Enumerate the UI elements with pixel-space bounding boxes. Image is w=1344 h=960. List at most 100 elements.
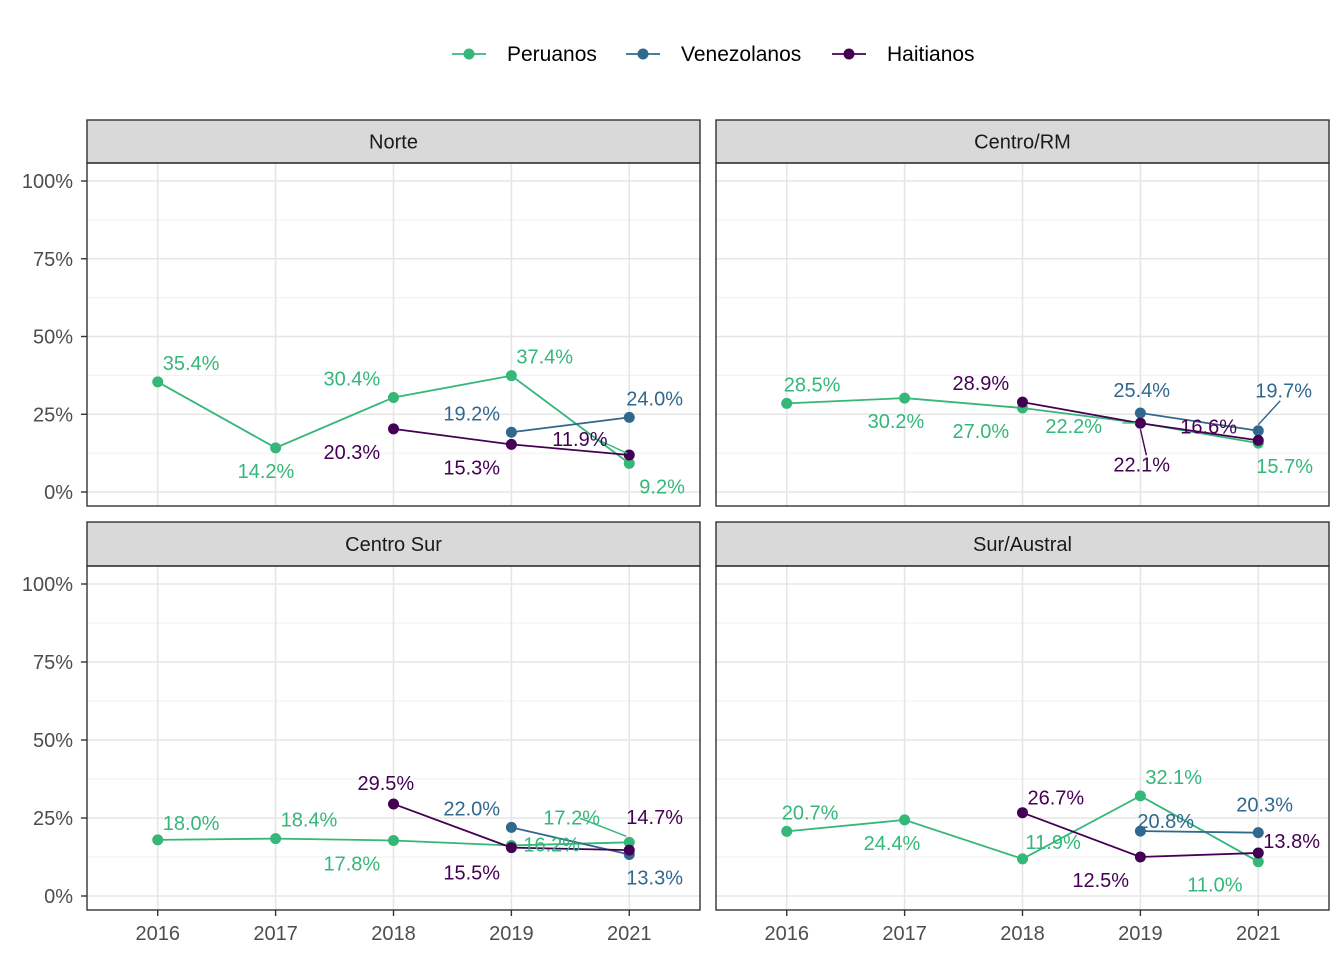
legend-key-point [843,48,855,60]
data-point [781,397,793,409]
y-tick-label: 25% [33,404,73,426]
panel-centro-sur: Centro Sur 18.0% 18.4% 17.8% 16.2% 17.2% 22.0%… [22,521,701,945]
series-haitianos [388,423,635,461]
data-point [623,844,635,856]
data-label: 22.1% [1113,454,1170,476]
data-label: 18.4% [281,810,338,832]
facet-title: Centro Sur [345,534,442,556]
data-label: 28.5% [784,374,841,396]
data-label: 30.4% [324,368,381,390]
facet-title: Centro/RM [974,132,1071,154]
x-tick-label: 2021 [607,923,652,945]
data-point [1134,851,1146,863]
data-point [899,814,911,826]
series-peruanos [152,833,635,851]
data-point [1252,847,1264,859]
data-point [505,821,517,833]
panel-centro-rm: Centro/RM 28.5% 30.2% 27.0% 22.2% 15.7% 25.4% 1… [715,119,1330,507]
data-point [1134,790,1146,802]
x-tick-label: 2016 [764,923,809,945]
data-label: 20.3% [1236,795,1293,817]
data-point [1134,417,1146,429]
legend-label: Haitianos [887,43,975,66]
data-label: 19.2% [443,403,500,425]
x-tick-label: 2017 [882,923,927,945]
data-label: 29.5% [358,773,415,795]
data-point [623,836,635,848]
data-point [1252,434,1264,446]
data-label: 30.2% [868,411,925,433]
data-label: 25.4% [1113,380,1170,402]
panel-sur-austral: Sur/Austral 20.7% 24.4% 11.9% 32.1% 11.0% 20.8… [715,521,1330,945]
data-point [623,449,635,461]
y-tick-label: 100% [22,171,73,193]
data-point [505,438,517,450]
facet-strip [86,521,701,567]
x-tick-label: 2019 [1118,923,1163,945]
facet-title: Sur/Austral [973,534,1072,556]
data-point [899,392,911,404]
data-label: 20.7% [782,802,839,824]
data-point [388,798,399,810]
data-point [1134,407,1146,419]
data-label: 11.9% [552,429,607,451]
facet-strip [715,521,1330,567]
y-tick-label: 0% [44,482,73,504]
data-label: 18.0% [163,813,220,835]
data-point [505,426,517,438]
series-line [1140,830,1259,834]
data-point [1017,853,1028,865]
y-tick-label: 0% [44,886,73,908]
data-label: 15.3% [443,457,500,479]
data-label: 15.5% [443,863,500,885]
data-label: 13.8% [1263,831,1320,853]
data-point [623,411,635,423]
x-tick-label: 2016 [135,923,180,945]
data-label: 24.4% [864,833,921,855]
facet-title: Norte [369,132,418,154]
panel-border [86,162,701,507]
y-tick-label: 50% [33,730,73,752]
y-tick-label: 75% [33,249,73,271]
label-leader [580,817,627,837]
data-point [388,391,399,403]
data-label: 20.8% [1137,811,1194,833]
series-peruanos [152,370,635,469]
data-point [505,370,517,382]
data-point [505,842,517,854]
label-leader [596,438,628,455]
data-label: 9.2% [639,476,685,498]
data-point [1252,856,1264,868]
legend-key-point [463,48,475,60]
legend-key-point [637,48,649,60]
data-label: 17.2% [543,807,600,829]
x-tick-label: 2019 [489,923,534,945]
data-label: 16.2% [523,834,580,856]
label-leader [1257,400,1281,426]
y-tick-label: 25% [33,808,73,830]
data-label: 15.7% [1256,456,1313,478]
data-label: 11.0% [1187,875,1242,897]
data-point [1252,827,1264,839]
panel-border [715,162,1330,507]
series-venezolanos [1134,407,1264,437]
data-point [781,825,793,837]
panel-norte: Norte 35.4% 14.2% 30.4% 37.4% 9.2% 19.2% 24.0% 2… [22,119,701,507]
series-line [511,416,630,434]
series-haitianos [1017,807,1264,863]
data-point [1252,425,1264,437]
data-point [388,423,399,435]
data-label: 12.5% [1072,870,1129,892]
y-tick-label: 50% [33,327,73,349]
y-tick-label: 100% [22,574,73,596]
data-point [623,457,635,469]
data-label: 22.0% [443,798,500,820]
data-label: 14.2% [238,461,295,483]
data-label: 16.6% [1180,416,1237,438]
data-point [152,834,164,846]
series-line [1140,412,1259,432]
data-label: 14.7% [626,807,683,829]
legend: Peruanos Venezolanos Haitianos [452,43,975,66]
data-point [1017,396,1028,408]
data-label: 20.3% [324,442,381,464]
